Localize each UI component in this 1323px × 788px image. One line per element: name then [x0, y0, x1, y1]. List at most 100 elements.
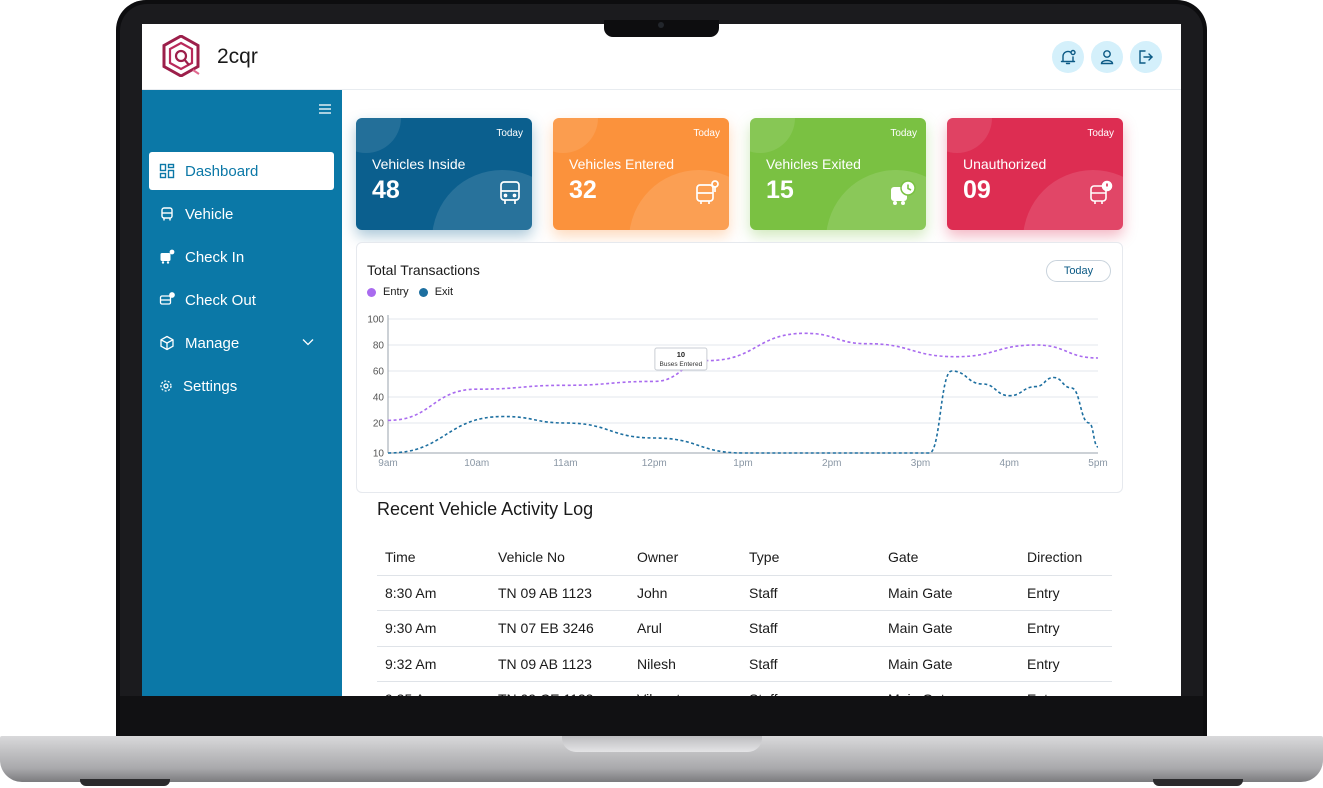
bus-icon [161, 207, 173, 221]
cell-time: 9:35 Am [377, 681, 490, 696]
chart-filter-button[interactable]: Today [1046, 260, 1111, 282]
cell-gate: Main Gate [880, 610, 1019, 647]
tooltip-label: Buses Entered [660, 361, 703, 368]
sidebar-item-check-in[interactable]: Check In [149, 238, 334, 276]
table-row[interactable]: 9:32 Am TN 09 AB 1123 Nilesh Staff Main … [377, 646, 1112, 682]
card-value: 48 [372, 176, 400, 204]
menu-icon[interactable] [318, 103, 332, 115]
sidebar-item-label: Dashboard [185, 162, 259, 180]
cube-icon [160, 335, 174, 351]
tooltip-value: 10 [677, 350, 685, 359]
x-tick-label: 9am [378, 458, 397, 469]
x-tick-label: 2pm [822, 458, 841, 469]
sidebar-item-label: Check Out [185, 291, 256, 309]
card-badge: Today [693, 128, 720, 139]
card-label: Vehicles Entered [569, 156, 675, 172]
cell-time: 8:30 Am [377, 575, 490, 611]
table-row[interactable]: 9:30 Am TN 07 EB 3246 Arul Staff Main Ga… [377, 610, 1112, 647]
camera-notch [604, 20, 719, 37]
sidebar-item-manage[interactable]: Manage [149, 324, 334, 362]
cell-owner: Vikrant [629, 681, 741, 696]
y-tick-label: 100 [367, 315, 384, 326]
column-header[interactable]: Direction [1019, 539, 1112, 576]
legend-entry: Entry [367, 286, 409, 298]
cell-type: Staff [741, 646, 880, 682]
bus-icon [500, 181, 520, 204]
cell-type: Staff [741, 681, 880, 696]
column-header[interactable]: Gate [880, 539, 1019, 576]
cell-type: Staff [741, 610, 880, 647]
chart-title: Total Transactions [367, 262, 480, 278]
cell-gate: Main Gate [880, 646, 1019, 682]
cell-direction: Entry [1019, 646, 1112, 682]
transactions-chart-panel: Total Transactions Entry Exit Today 10 20… [356, 242, 1123, 493]
cell-owner: Nilesh [629, 646, 741, 682]
sidebar-item-vehicle[interactable]: Vehicle [149, 195, 334, 233]
cell-owner: Arul [629, 610, 741, 647]
sidebar-item-dashboard[interactable]: Dashboard [149, 152, 334, 190]
table-header-row: Time Vehicle No Owner Type Gate Directio… [377, 539, 1112, 576]
cell-time: 9:32 Am [377, 646, 490, 682]
card-value: 09 [963, 176, 991, 204]
x-tick-label: 10am [464, 458, 489, 469]
cell-direction: Entry [1019, 575, 1112, 611]
sidebar-item-label: Vehicle [185, 205, 234, 223]
column-header[interactable]: Owner [629, 539, 741, 576]
sidebar-item-check-out[interactable]: Check Out [149, 281, 334, 319]
card-label: Unauthorized [963, 156, 1047, 172]
bus-clock-icon [891, 180, 916, 205]
bus-entry-icon [696, 180, 719, 204]
x-tick-label: 12pm [642, 458, 667, 469]
x-tick-label: 1pm [733, 458, 752, 469]
logout-icon[interactable] [1130, 41, 1162, 73]
card-label: Vehicles Inside [372, 156, 466, 172]
laptop-opening-notch [562, 736, 762, 752]
sidebar-item-label: Manage [185, 334, 240, 352]
legend-exit: Exit [418, 286, 453, 298]
x-tick-label: 11am [553, 458, 577, 469]
column-header[interactable]: Vehicle No [490, 539, 629, 576]
activity-log-title: Recent Vehicle Activity Log [377, 499, 594, 519]
laptop-foot [80, 779, 170, 786]
vehicles-inside-card[interactable]: Today Vehicles Inside 48 [356, 118, 532, 230]
sidebar: Dashboard Vehicle Check In Check Out Man… [142, 90, 342, 696]
y-tick-label: 10 [373, 449, 385, 460]
cell-owner: John [629, 575, 741, 611]
y-tick-label: 40 [373, 393, 385, 404]
laptop-foot [1153, 779, 1243, 786]
cell-vehicle-no: TN 09 AB 1123 [490, 646, 629, 682]
table-row[interactable]: 8:30 Am TN 09 AB 1123 John Staff Main Ga… [377, 575, 1112, 611]
line-chart: 10 20 40 60 80 100 9am 10am 11am 12pm 1pm 2pm 3pm 4pm… [367, 315, 1107, 470]
column-header[interactable]: Type [741, 539, 880, 576]
card-badge: Today [890, 128, 917, 139]
chart-tooltip [654, 347, 708, 371]
bottom-bezel [120, 696, 1203, 736]
y-tick-label: 80 [373, 341, 385, 352]
dashboard-icon [159, 163, 175, 179]
check-out-icon [159, 292, 175, 305]
vehicles-exited-card[interactable]: Today Vehicles Exited 15 [750, 118, 926, 230]
x-tick-label: 5pm [1088, 458, 1107, 469]
cell-type: Staff [741, 575, 880, 611]
card-value: 32 [569, 176, 597, 204]
unauthorized-card[interactable]: Today Unauthorized 09 [947, 118, 1123, 230]
card-value: 15 [766, 176, 794, 204]
card-label: Vehicles Exited [766, 156, 861, 172]
cell-direction: Entry [1019, 610, 1112, 647]
vehicles-entered-card[interactable]: Today Vehicles Entered 32 [553, 118, 729, 230]
sidebar-item-settings[interactable]: Settings [149, 367, 334, 405]
y-tick-label: 20 [373, 419, 385, 430]
cell-vehicle-no: TN 07 EB 3246 [490, 610, 629, 647]
logo-icon [162, 35, 200, 77]
bus-alert-icon [1090, 180, 1113, 204]
table-row[interactable]: 9:35 Am TN 09 CE 1123 Vikrant Staff Main… [377, 681, 1112, 696]
check-in-icon [160, 249, 175, 264]
cell-direction: Entry [1019, 681, 1112, 696]
y-tick-label: 60 [373, 367, 385, 378]
cell-time: 9:30 Am [377, 610, 490, 647]
column-header[interactable]: Time [377, 539, 490, 576]
chevron-down-icon[interactable] [302, 338, 314, 346]
bell-icon[interactable] [1052, 41, 1084, 73]
camera-icon [658, 22, 664, 28]
user-icon[interactable] [1091, 41, 1123, 73]
